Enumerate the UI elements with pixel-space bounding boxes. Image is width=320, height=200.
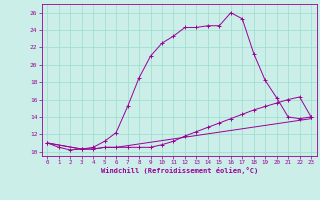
X-axis label: Windchill (Refroidissement éolien,°C): Windchill (Refroidissement éolien,°C): [100, 167, 258, 174]
